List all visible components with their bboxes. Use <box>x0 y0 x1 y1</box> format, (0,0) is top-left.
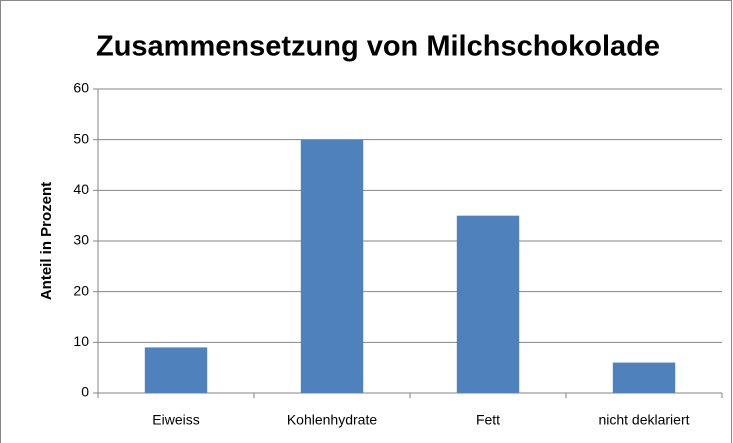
x-tick-label: Kohlenhydrate <box>287 412 378 428</box>
y-tick-label: 50 <box>73 130 89 146</box>
bar <box>456 215 520 393</box>
y-axis-label: Anteil in Prozent <box>38 182 55 300</box>
y-tick-label: 30 <box>73 232 89 248</box>
y-tick-label: 60 <box>73 80 89 96</box>
bar <box>300 139 364 393</box>
y-tick-label: 40 <box>73 181 89 197</box>
x-tick-label: nicht deklariert <box>598 412 689 428</box>
bar <box>612 362 676 393</box>
x-tick-label: Fett <box>476 412 500 428</box>
y-tick-label: 20 <box>73 282 89 298</box>
bar <box>144 347 208 393</box>
x-tick-label: Eiweiss <box>152 412 199 428</box>
chart-title: Zusammensetzung von Milchschokolade <box>96 31 660 63</box>
y-tick-label: 0 <box>81 384 89 400</box>
y-tick-label: 10 <box>73 333 89 349</box>
